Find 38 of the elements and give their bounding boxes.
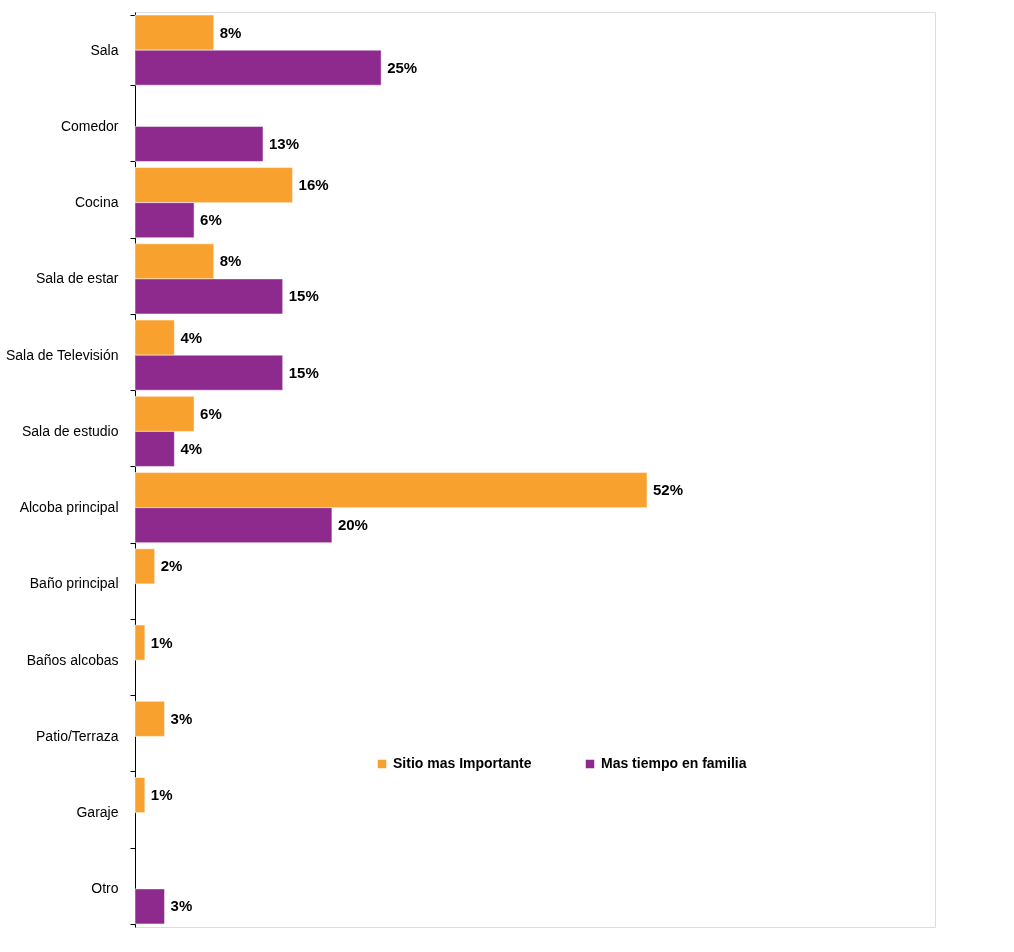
- bar: [134, 888, 165, 925]
- data-label: 8%: [219, 23, 242, 41]
- bar: [134, 126, 264, 162]
- y-tick-label: Cocina: [74, 194, 119, 211]
- bar: [134, 701, 165, 737]
- bar: [134, 777, 146, 813]
- y-tick-label: Alcoba principal: [19, 499, 119, 516]
- y-tick-label: Sala de estar: [36, 270, 119, 287]
- data-label: 20%: [337, 516, 368, 534]
- data-label: 15%: [288, 287, 319, 305]
- y-tick-label: Garaje: [76, 804, 119, 821]
- data-label: 4%: [180, 328, 203, 346]
- data-label: 4%: [180, 439, 203, 457]
- data-label: 13%: [269, 134, 300, 152]
- data-label: 6%: [200, 404, 222, 422]
- data-label: 15%: [288, 363, 319, 381]
- y-tick-label: Patio/Terraza: [36, 727, 119, 744]
- data-label: 3%: [170, 709, 193, 727]
- y-tick-label: Comedor: [60, 117, 119, 134]
- data-label: 2%: [160, 557, 183, 575]
- legend-label: Mas tiempo en familia: [601, 755, 747, 771]
- data-label: 3%: [170, 897, 193, 915]
- legend-label: Sitio mas Importante: [393, 755, 532, 771]
- y-tick-label: Otro: [91, 880, 119, 897]
- data-label: 1%: [150, 786, 173, 804]
- y-tick-label: Sala de Televisión: [5, 346, 119, 363]
- bar: [134, 624, 146, 661]
- data-label: 6%: [200, 211, 222, 229]
- data-label: 52%: [653, 481, 684, 499]
- data-label: 8%: [219, 252, 242, 270]
- y-tick-label: Baños alcobas: [26, 651, 119, 668]
- bar: [134, 548, 155, 585]
- data-label: 1%: [150, 633, 173, 651]
- y-tick-label: Baño principal: [29, 575, 119, 592]
- data-label: 16%: [298, 176, 329, 194]
- y-tick-label: Sala: [90, 41, 119, 58]
- data-label: 25%: [387, 58, 418, 76]
- y-tick-label: Sala de estudio: [21, 422, 119, 439]
